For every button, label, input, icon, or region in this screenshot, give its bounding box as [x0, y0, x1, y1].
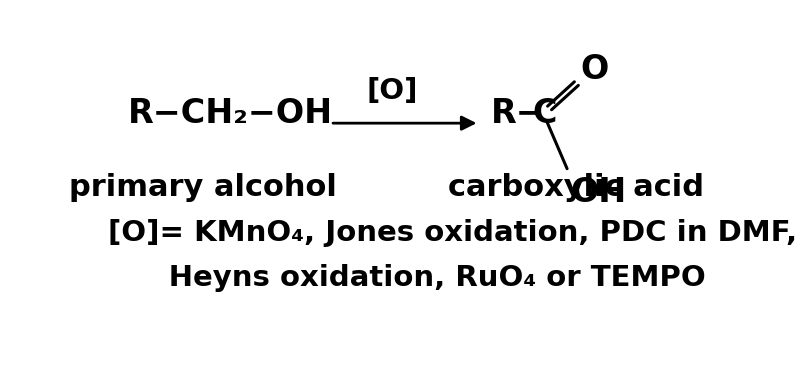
- Text: [O]: [O]: [367, 77, 418, 105]
- Text: Heyns oxidation, RuO₄ or TEMPO: Heyns oxidation, RuO₄ or TEMPO: [107, 264, 706, 292]
- Text: R−CH₂−OH: R−CH₂−OH: [128, 97, 334, 130]
- Text: O: O: [580, 52, 609, 86]
- Text: primary alcohol: primary alcohol: [69, 173, 337, 202]
- Text: OH: OH: [571, 176, 627, 209]
- Text: [O]= KMnO₄, Jones oxidation, PDC in DMF,: [O]= KMnO₄, Jones oxidation, PDC in DMF,: [107, 219, 797, 247]
- Text: C: C: [533, 97, 557, 130]
- Text: carboxylic acid: carboxylic acid: [448, 173, 703, 202]
- Text: R−: R−: [491, 97, 545, 130]
